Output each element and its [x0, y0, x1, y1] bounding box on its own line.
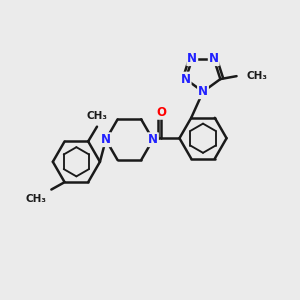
Text: N: N	[101, 133, 111, 146]
Text: N: N	[187, 52, 197, 65]
Text: N: N	[181, 73, 190, 85]
Text: N: N	[209, 52, 219, 65]
Text: O: O	[156, 106, 166, 119]
Text: CH₃: CH₃	[247, 71, 268, 81]
Text: N: N	[148, 133, 158, 146]
Text: CH₃: CH₃	[26, 194, 47, 204]
Text: CH₃: CH₃	[86, 111, 107, 121]
Text: N: N	[198, 85, 208, 98]
